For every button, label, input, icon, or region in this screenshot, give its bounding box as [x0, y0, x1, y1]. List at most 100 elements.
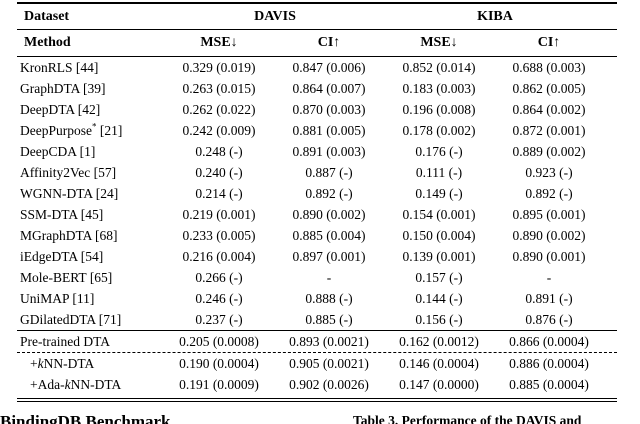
value-cell: 0.870 (0.003): [292, 102, 366, 117]
value-cell: 0.864 (0.007): [292, 81, 366, 96]
value-cell: 0.895 (0.001): [512, 207, 586, 222]
value-cell: 0.891 (0.003): [292, 144, 366, 159]
value-cell: 0.866 (0.0004): [509, 334, 589, 349]
value-cell: 0.262 (0.022): [182, 102, 256, 117]
value-cell: 0.214 (-): [195, 186, 243, 201]
method-cell: UniMAP [11]: [17, 288, 165, 309]
metric-header-mse-kiba: MSE↓: [420, 35, 458, 50]
method-label-segment: DeepDTA [42]: [20, 102, 101, 117]
method-label-segment: k: [64, 377, 71, 392]
value-cell: 0.150 (0.004): [402, 228, 476, 243]
value-cell: 0.154 (0.001): [402, 207, 476, 222]
value-cell: 0.905 (0.0021): [289, 356, 369, 371]
header-divider-rule: [17, 29, 617, 30]
method-label-segment: NN-DTA: [43, 356, 95, 371]
method-cell: +Ada-kNN-DTA: [17, 374, 165, 395]
value-cell: 0.111 (-): [415, 165, 463, 180]
bottom-double-rule: [17, 398, 617, 402]
method-label-segment: DeepPurpose: [20, 123, 92, 138]
value-cell: 0.890 (0.002): [292, 207, 366, 222]
dataset-label: Dataset: [24, 9, 70, 24]
value-cell: 0.246 (-): [195, 291, 243, 306]
value-cell: 0.923 (-): [525, 165, 573, 180]
method-label-segment: GDilatedDTA [71]: [20, 312, 122, 327]
method-label-segment: Pre-trained DTA: [20, 334, 111, 349]
value-cell: 0.329 (0.019): [182, 60, 256, 75]
method-cell: WGNN-DTA [24]: [17, 183, 165, 204]
method-label-segment: KronRLS [44]: [20, 60, 99, 75]
value-cell: 0.240 (-): [195, 165, 243, 180]
method-cell: SSM-DTA [45]: [17, 204, 165, 225]
value-cell: 0.248 (-): [195, 144, 243, 159]
value-cell: 0.196 (0.008): [402, 102, 476, 117]
value-cell: 0.178 (0.002): [402, 123, 476, 138]
value-cell: 0.237 (-): [195, 312, 243, 327]
value-cell: 0.146 (0.0004): [399, 356, 479, 371]
table-row: DeepPurpose* [21] 0.242 (0.009) 0.881 (0…: [17, 120, 617, 141]
table-row: Affinity2Vec [57] 0.240 (-) 0.887 (-) 0.…: [17, 162, 617, 183]
value-cell: 0.885 (0.0004): [509, 377, 589, 392]
value-cell: 0.147 (0.0000): [399, 377, 479, 392]
value-cell: 0.885 (-): [305, 312, 353, 327]
header-row-dataset: Dataset DAVIS KIBA: [17, 4, 617, 29]
method-cell: DeepCDA [1]: [17, 141, 165, 162]
value-cell: 0.888 (-): [305, 291, 353, 306]
method-label-segment: GraphDTA [39]: [20, 81, 106, 96]
value-cell: 0.893 (0.0021): [289, 334, 369, 349]
table-row: Mole-BERT [65] 0.266 (-) - 0.157 (-) -: [17, 267, 617, 288]
method-cell: GDilatedDTA [71]: [17, 309, 165, 330]
value-cell: 0.881 (0.005): [292, 123, 366, 138]
table-row: GraphDTA [39] 0.263 (0.015) 0.864 (0.007…: [17, 78, 617, 99]
value-cell: 0.889 (0.002): [512, 144, 586, 159]
table-row: DeepCDA [1] 0.248 (-) 0.891 (0.003) 0.17…: [17, 141, 617, 162]
table-row: SSM-DTA [45] 0.219 (0.001) 0.890 (0.002)…: [17, 204, 617, 225]
method-cell: iEdgeDTA [54]: [17, 246, 165, 267]
table-row: +Ada-kNN-DTA 0.191 (0.0009) 0.902 (0.002…: [17, 374, 617, 395]
value-cell: 0.885 (0.004): [292, 228, 366, 243]
table-row: UniMAP [11] 0.246 (-) 0.888 (-) 0.144 (-…: [17, 288, 617, 309]
value-cell: 0.157 (-): [415, 270, 463, 285]
table-row: WGNN-DTA [24] 0.214 (-) 0.892 (-) 0.149 …: [17, 183, 617, 204]
value-cell: -: [546, 270, 552, 285]
method-label-segment: +: [30, 356, 38, 371]
method-label-segment: SSM-DTA [45]: [20, 207, 104, 222]
method-cell: Pre-trained DTA: [17, 331, 165, 352]
value-cell: 0.149 (-): [415, 186, 463, 201]
value-cell: 0.872 (0.001): [512, 123, 586, 138]
table-row: MGraphDTA [68] 0.233 (0.005) 0.885 (0.00…: [17, 225, 617, 246]
value-cell: 0.847 (0.006): [292, 60, 366, 75]
method-cell: Affinity2Vec [57]: [17, 162, 165, 183]
method-cell: KronRLS [44]: [17, 57, 165, 78]
dashed-divider: [17, 352, 617, 353]
value-cell: 0.139 (0.001): [402, 249, 476, 264]
method-label-segment: Mole-BERT [65]: [20, 270, 113, 285]
method-cell: Mole-BERT [65]: [17, 267, 165, 288]
value-cell: 0.892 (-): [305, 186, 353, 201]
metric-header-ci-davis: CI↑: [317, 35, 341, 50]
method-label-segment: UniMAP [11]: [20, 291, 95, 306]
value-cell: 0.864 (0.002): [512, 102, 586, 117]
table-row: iEdgeDTA [54] 0.216 (0.004) 0.897 (0.001…: [17, 246, 617, 267]
value-cell: 0.876 (-): [525, 312, 573, 327]
results-table: Dataset DAVIS KIBA Method MSE↓ CI↑ MSE↓ …: [17, 2, 617, 402]
value-cell: -: [326, 270, 332, 285]
method-label-segment: [21]: [96, 123, 123, 138]
value-cell: 0.183 (0.003): [402, 81, 476, 96]
table-row: +kNN-DTA 0.190 (0.0004) 0.905 (0.0021) 0…: [17, 353, 617, 374]
header-row-metrics: Method MSE↓ CI↑ MSE↓ CI↑: [17, 30, 617, 56]
value-cell: 0.216 (0.004): [182, 249, 256, 264]
value-cell: 0.176 (-): [415, 144, 463, 159]
value-cell: 0.190 (0.0004): [179, 356, 259, 371]
value-cell: 0.233 (0.005): [182, 228, 256, 243]
value-cell: 0.890 (0.002): [512, 228, 586, 243]
method-label-segment: MGraphDTA [68]: [20, 228, 118, 243]
value-cell: 0.162 (0.0012): [399, 334, 479, 349]
method-label-segment: k: [37, 356, 44, 371]
method-label-segment: NN-DTA: [70, 377, 122, 392]
knn-rows-section: +kNN-DTA 0.190 (0.0004) 0.905 (0.0021) 0…: [17, 353, 617, 395]
value-cell: 0.892 (-): [525, 186, 573, 201]
value-cell: 0.887 (-): [305, 165, 353, 180]
value-cell: 0.886 (0.0004): [509, 356, 589, 371]
method-cell: MGraphDTA [68]: [17, 225, 165, 246]
table-row: KronRLS [44] 0.329 (0.019) 0.847 (0.006)…: [17, 57, 617, 78]
